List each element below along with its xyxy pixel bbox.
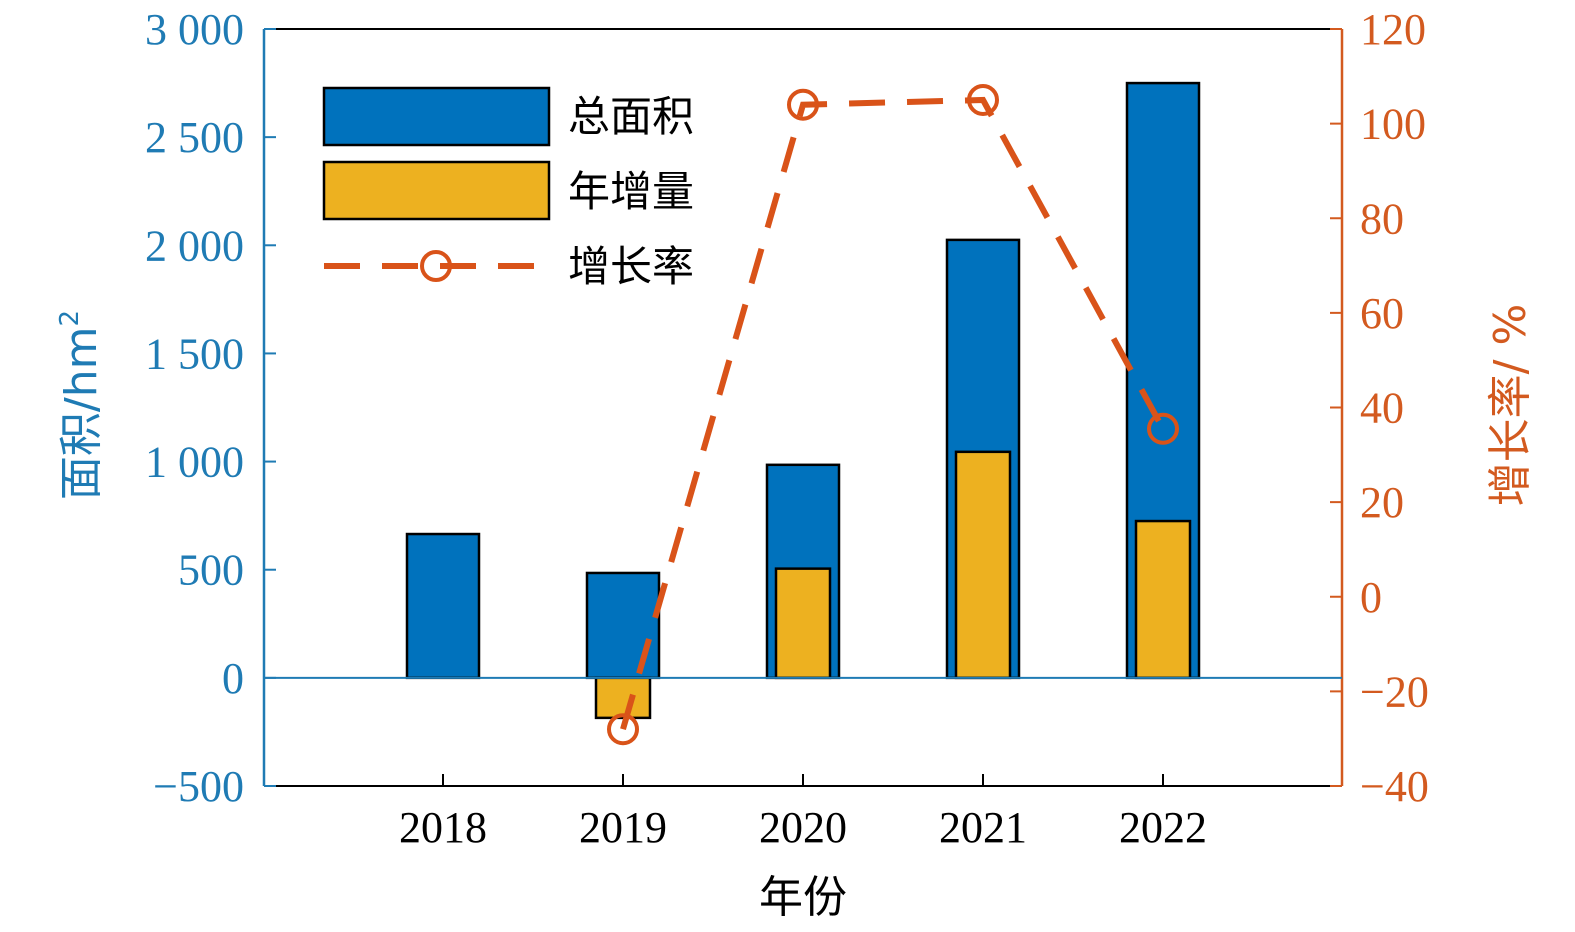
right-tick-label: −20: [1360, 667, 1429, 716]
growth-point-2021: [967, 83, 999, 116]
right-tick-label: 20: [1360, 478, 1404, 527]
right-tick-label: 0: [1360, 573, 1382, 622]
bars-layer: [405, 81, 1201, 720]
left-tick-label: −500: [153, 762, 244, 811]
right-tick-label: 60: [1360, 289, 1404, 338]
bar-increment-2021: [954, 450, 1012, 680]
legend-label-growth: 增长率: [568, 242, 694, 291]
right-axis-title-group: 增长率/ %: [1485, 304, 1536, 507]
bar-increment-2019: [594, 676, 652, 720]
right-tick-label: 100: [1360, 100, 1426, 149]
growth-point-2022: [1147, 412, 1179, 445]
x-tick-label: 2021: [939, 803, 1027, 852]
legend-swatch-growth-marker: [420, 250, 452, 282]
x-tick-label: 2018: [399, 803, 487, 852]
legend-swatch-total: [322, 86, 551, 147]
growth-point-2020: [787, 88, 819, 121]
legend-label-increment: 年增量: [568, 167, 694, 216]
bar-total-2018: [405, 532, 481, 680]
legend-swatch-increment: [322, 160, 551, 221]
left-tick-label: 2 000: [145, 221, 244, 270]
bar-increment-2022: [1134, 519, 1192, 680]
right-axis-title: 增长率/ %: [1485, 304, 1536, 507]
right-tick-label: −40: [1360, 762, 1429, 811]
legend: 总面积 年增量 增长率: [322, 86, 694, 291]
right-tick-label: 120: [1360, 5, 1426, 54]
left-tick-label: 500: [178, 546, 244, 595]
x-tick-label: 2020: [759, 803, 847, 852]
growth-line-layer: [607, 83, 1179, 746]
left-tick-label: 1 000: [145, 438, 244, 487]
left-axis-title-superscript: 2: [55, 310, 85, 327]
left-tick-label: 1 500: [145, 329, 244, 378]
x-axis-title: 年份: [759, 872, 847, 923]
growth-point-2019: [607, 713, 639, 746]
x-axis-ticks: 2018 2019 2020 2021 2022: [399, 774, 1207, 852]
left-axis-title-group: 面积/hm2: [55, 310, 107, 500]
left-tick-label: 2 500: [145, 113, 244, 162]
left-axis-ticks: −500 0 500 1 000 1 500 2 000 2 500 3 000: [145, 5, 276, 811]
right-tick-label: 40: [1360, 384, 1404, 433]
growth-rate-line: [620, 96, 1166, 731]
left-tick-label: 0: [222, 654, 244, 703]
left-axis-title-main: 面积/hm: [56, 326, 107, 500]
legend-label-total: 总面积: [568, 92, 694, 141]
left-axis-title: 面积/hm2: [55, 310, 107, 500]
left-tick-label: 3 000: [145, 5, 244, 54]
bar-increment-2020: [774, 567, 832, 680]
bar-total-2019: [585, 571, 661, 680]
right-tick-label: 80: [1360, 194, 1404, 243]
right-axis-ticks: −40 −20 0 20 40 60 80 100 120: [1330, 5, 1429, 811]
x-tick-label: 2022: [1119, 803, 1207, 852]
x-tick-label: 2019: [579, 803, 667, 852]
